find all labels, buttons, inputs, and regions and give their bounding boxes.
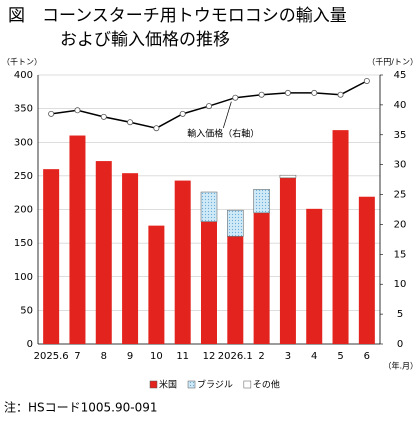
y2-axis-label: （千円/トン） — [367, 57, 418, 67]
x-tick-label: 4 — [311, 351, 317, 362]
legend-swatch — [149, 380, 158, 389]
bar — [358, 196, 375, 344]
x-tick-label: 11 — [176, 351, 189, 362]
price-point — [337, 91, 344, 98]
y-tick-label: 50 — [20, 305, 33, 316]
x-tick-label: 3 — [285, 351, 291, 362]
price-point — [179, 110, 186, 117]
legend-swatch — [243, 380, 252, 389]
y-tick-label: 200 — [14, 205, 33, 216]
bar — [332, 130, 349, 344]
y2-tick-label: 20 — [394, 219, 407, 230]
bar — [306, 208, 323, 344]
x-tick-label: 2026.1 — [218, 351, 253, 362]
price-point — [311, 89, 318, 96]
bar — [148, 225, 165, 344]
price-point — [363, 77, 370, 84]
legend-label: 米国 — [159, 379, 177, 391]
y2-tick-label: 45 — [394, 70, 407, 81]
bar — [201, 221, 217, 344]
price-point — [205, 103, 212, 110]
bar — [174, 180, 191, 344]
price-point — [74, 107, 81, 114]
bar — [253, 189, 270, 214]
bar — [95, 161, 112, 344]
chart-subtitle: および輸入価格の推移 — [60, 30, 230, 50]
y-tick-label: 250 — [14, 171, 33, 182]
bar — [279, 177, 296, 344]
y2-tick-label: 0 — [397, 339, 403, 350]
x-tick-label: 12 — [203, 351, 216, 362]
x-tick-label: 2025.6 — [34, 351, 69, 362]
chart-title: 図 コーンスターチ用トウモロコシの輸入量 — [8, 6, 347, 26]
bar — [279, 174, 297, 179]
bar — [253, 212, 270, 344]
price-point — [127, 119, 134, 126]
legend-label: ブラジル — [197, 379, 233, 391]
price-point — [258, 91, 265, 98]
price-point — [100, 113, 107, 120]
line-annotation: 輸入価格（右軸） — [187, 128, 259, 140]
x-tick-label: 7 — [74, 351, 80, 362]
y2-tick-label: 40 — [394, 100, 407, 111]
y-tick-label: 100 — [14, 272, 33, 283]
leader — [222, 101, 232, 129]
y-axis-label: （千トン） — [2, 57, 42, 67]
y2-tick-label: 10 — [394, 279, 407, 290]
y-tick-label: 150 — [14, 238, 33, 249]
note: 注：HSコード1005.90-091 — [4, 400, 158, 415]
y2-tick-label: 25 — [394, 190, 407, 201]
legend-label: その他 — [253, 379, 280, 391]
bar — [227, 209, 244, 237]
x-tick-label: 6 — [364, 351, 370, 362]
y-tick-label: 300 — [14, 137, 33, 148]
price-point — [232, 94, 239, 101]
price-point — [284, 89, 291, 96]
bar — [43, 169, 60, 344]
price-point — [153, 125, 160, 132]
y2-tick-label: 30 — [394, 160, 407, 171]
x-tick-label: 10 — [150, 351, 163, 362]
y2-tick-label: 15 — [394, 249, 407, 260]
y-tick-label: 350 — [14, 104, 33, 115]
bar — [122, 173, 139, 344]
bar — [69, 135, 86, 344]
price-point — [48, 110, 55, 117]
bar — [200, 191, 218, 222]
x-tick-label: 2 — [258, 351, 264, 362]
x-axis-label: （年.月） — [383, 361, 418, 371]
legend-swatch — [187, 380, 196, 389]
y-tick-label: 0 — [27, 339, 33, 350]
y2-tick-label: 35 — [394, 130, 407, 141]
x-tick-label: 9 — [127, 351, 133, 362]
bar — [227, 236, 244, 344]
y2-tick-label: 5 — [397, 309, 403, 320]
x-tick-label: 5 — [337, 351, 343, 362]
y-tick-label: 400 — [14, 70, 33, 81]
x-tick-label: 8 — [101, 351, 107, 362]
